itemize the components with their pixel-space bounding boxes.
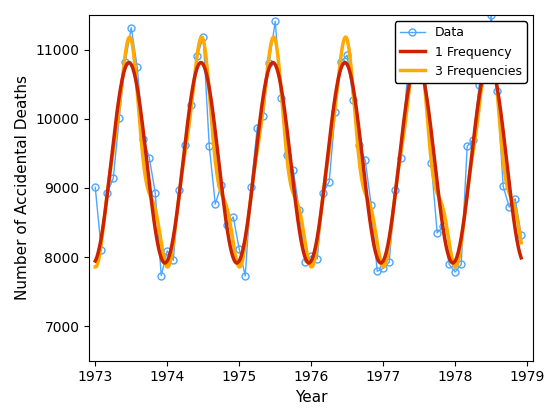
3 Frequencies — [92, 265, 99, 270]
Line: 3 Frequencies: 3 Frequencies — [95, 37, 521, 267]
1 Frequency — [385, 239, 392, 244]
3 Frequencies — [380, 265, 387, 270]
Y-axis label: Number of Accidental Deaths: Number of Accidental Deaths — [15, 75, 30, 300]
Data — [236, 247, 242, 252]
3 Frequencies — [414, 34, 421, 39]
1 Frequency — [518, 255, 525, 260]
1 Frequency — [377, 260, 384, 265]
X-axis label: Year: Year — [295, 390, 328, 405]
Data — [242, 273, 249, 278]
1 Frequency — [264, 69, 271, 74]
3 Frequencies — [518, 240, 525, 245]
3 Frequencies — [279, 109, 286, 114]
3 Frequencies — [432, 187, 439, 192]
1 Frequency — [432, 169, 439, 174]
Data — [494, 88, 501, 93]
Legend: Data, 1 Frequency, 3 Frequencies: Data, 1 Frequency, 3 Frequencies — [395, 21, 527, 83]
1 Frequency — [92, 258, 99, 263]
3 Frequencies — [385, 248, 391, 253]
Data — [92, 185, 99, 190]
Data — [488, 12, 494, 17]
Line: 1 Frequency: 1 Frequency — [95, 63, 521, 263]
Data — [338, 59, 344, 64]
1 Frequency — [136, 97, 143, 102]
3 Frequencies — [264, 66, 271, 71]
1 Frequency — [425, 105, 432, 110]
3 Frequencies — [136, 108, 142, 113]
1 Frequency — [280, 98, 287, 103]
Data — [518, 232, 525, 237]
3 Frequencies — [425, 126, 432, 131]
Data — [368, 202, 375, 207]
Data — [152, 190, 158, 195]
1 Frequency — [125, 60, 132, 65]
Data — [386, 260, 393, 265]
Line: Data: Data — [92, 11, 525, 279]
